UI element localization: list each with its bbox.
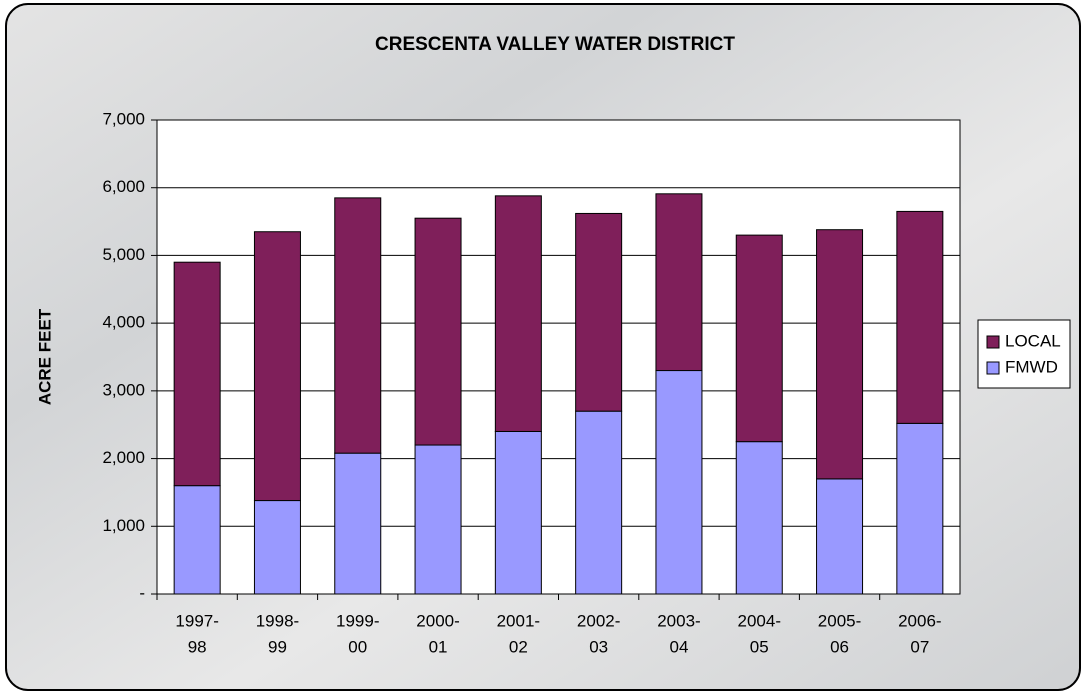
- x-tick-label: 03: [589, 637, 608, 656]
- bar-segment: [494, 195, 542, 432]
- x-tick-label: 2002-: [577, 611, 620, 630]
- x-tick-label: 2000-: [416, 611, 459, 630]
- bar-segment: [173, 261, 221, 487]
- x-tick-label: 2003-: [657, 611, 700, 630]
- x-tick-label: 06: [830, 637, 849, 656]
- bar-segment: [253, 500, 301, 595]
- x-tick-label: 05: [750, 637, 769, 656]
- x-tick-label: 2001-: [497, 611, 540, 630]
- bar-segment: [414, 444, 462, 595]
- bar-segment: [735, 441, 783, 595]
- bar-segment: [896, 210, 944, 424]
- bar-segment: [334, 197, 382, 454]
- bar-segment: [816, 229, 864, 480]
- bar-segment: [735, 234, 783, 443]
- legend-label: LOCAL: [1005, 331, 1061, 350]
- x-tick-label: 1999-: [336, 611, 379, 630]
- y-tick-label: 2,000: [102, 448, 145, 467]
- x-tick-label: 2005-: [818, 611, 861, 630]
- bar-segment: [655, 370, 703, 595]
- x-tick-label: 99: [268, 637, 287, 656]
- legend-swatch: [986, 361, 1000, 375]
- x-tick-label: 1998-: [256, 611, 299, 630]
- y-tick-label: -: [139, 583, 145, 602]
- x-tick-label: 2006-: [898, 611, 941, 630]
- y-tick-label: 6,000: [102, 177, 145, 196]
- x-tick-label: 07: [910, 637, 929, 656]
- bar-segment: [173, 485, 221, 595]
- bar-segment: [575, 212, 623, 412]
- bar-segment: [253, 231, 301, 502]
- y-tick-label: 7,000: [102, 109, 145, 128]
- y-tick-label: 3,000: [102, 380, 145, 399]
- x-tick-label: 00: [348, 637, 367, 656]
- legend: [977, 319, 1071, 389]
- x-tick-label: 2004-: [738, 611, 781, 630]
- legend-label: FMWD: [1005, 357, 1058, 376]
- x-tick-label: 04: [669, 637, 688, 656]
- bar-segment: [896, 422, 944, 595]
- x-tick-label: 98: [188, 637, 207, 656]
- y-axis-label: ACRE FEET: [35, 308, 54, 405]
- y-tick-label: 1,000: [102, 516, 145, 535]
- x-tick-label: 01: [429, 637, 448, 656]
- bar-segment: [494, 430, 542, 595]
- y-tick-label: 4,000: [102, 313, 145, 332]
- x-tick-label: 02: [509, 637, 528, 656]
- chart-title: CRESCENTA VALLEY WATER DISTRICT: [375, 34, 735, 55]
- legend-swatch: [986, 335, 1000, 349]
- bar-segment: [334, 452, 382, 595]
- bar-segment: [655, 193, 703, 372]
- bar-segment: [816, 478, 864, 595]
- x-tick-label: 1997-: [175, 611, 218, 630]
- bar-segment: [575, 410, 623, 595]
- y-tick-label: 5,000: [102, 245, 145, 264]
- bar-segment: [414, 217, 462, 446]
